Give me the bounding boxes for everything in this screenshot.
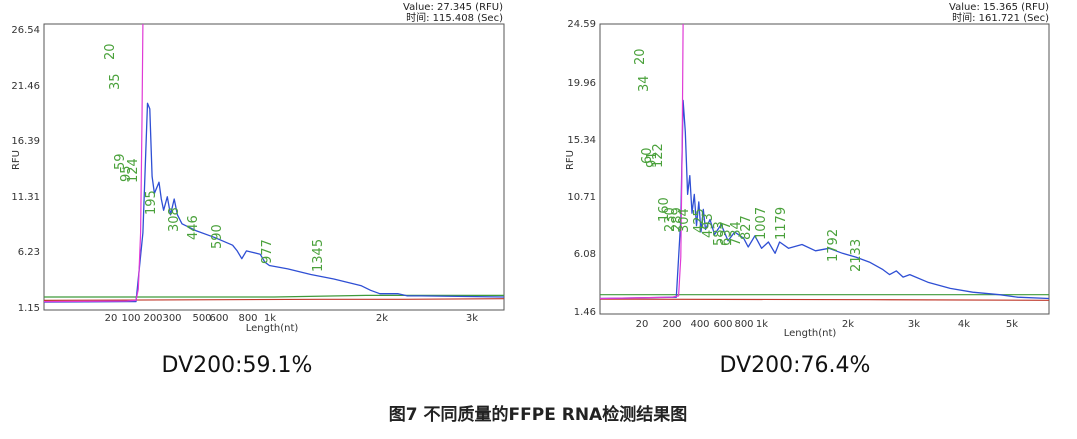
left-peak-label: 308: [167, 207, 182, 232]
right-peak-label: 1792: [826, 229, 841, 262]
left-peak-label: 1345: [311, 239, 326, 272]
left-peak-label: 20: [103, 43, 118, 60]
right-x-tick: 200: [662, 319, 681, 330]
right-x-axis-title: Length(nt): [784, 328, 837, 339]
left-peak-label: 195: [144, 190, 159, 215]
left-y-axis-title: RFU: [11, 150, 22, 170]
right-peak-label: 160: [657, 197, 672, 222]
right-x-tick: 20: [636, 319, 649, 330]
left-x-tick: 600: [209, 313, 228, 324]
left-x-tick: 3k: [466, 313, 478, 324]
right-x-tick: 400: [690, 319, 709, 330]
right-x-tick: 2k: [842, 319, 854, 330]
left-corner-time: 时间: 115.408 (Sec): [406, 11, 503, 24]
right-peak-label: 827: [739, 215, 754, 240]
left-y-tick: 16.39: [11, 136, 40, 147]
left-corner-value: Value: 27.345 (RFU): [403, 2, 503, 13]
right-x-tick: 3k: [908, 319, 920, 330]
left-peak-label: 95: [119, 165, 134, 182]
right-peak-label: 122: [651, 143, 666, 168]
right-plot-frame: [599, 23, 1050, 315]
left-peak-label: 124: [126, 158, 141, 183]
right-peak-label: 20: [633, 48, 648, 65]
right-peak-label: 34: [637, 75, 652, 92]
right-peak-label: 734: [729, 221, 744, 246]
right-peak-label: 230: [663, 207, 678, 232]
left-peak-label: 977: [260, 239, 275, 264]
right-x-tick: 4k: [958, 319, 970, 330]
right-dv200-label: DV200:76.4%: [720, 353, 871, 378]
figure-caption: 图7 不同质量的FFPE RNA检测结果图: [389, 404, 687, 425]
right-y-tick: 15.34: [567, 135, 596, 146]
left-baseline-red: [44, 298, 504, 301]
right-x-tick: 800: [734, 319, 753, 330]
right-corner-value: Value: 15.365 (RFU): [949, 2, 1049, 13]
right-series-group: [600, 24, 1049, 301]
right-marker-trace: [600, 24, 684, 300]
right-peak-label: 1179: [774, 207, 789, 240]
left-x-tick: 2k: [376, 313, 388, 324]
left-y-tick: 11.31: [11, 192, 40, 203]
right-peak-label: 637: [719, 221, 734, 246]
left-dv200-label: DV200:59.1%: [162, 353, 313, 378]
left-x-axis-title: Length(nt): [246, 323, 299, 334]
right-y-tick: 24.59: [567, 19, 596, 30]
left-x-tick: 300: [162, 313, 181, 324]
right-peak-label: 583: [712, 221, 727, 246]
right-baseline-red: [600, 298, 1049, 301]
right-peak-label: 1007: [754, 207, 769, 240]
right-y-axis-title: RFU: [565, 150, 576, 170]
left-x-tick: 800: [238, 313, 257, 324]
left-y-tick: 1.15: [18, 303, 40, 314]
left-chart: Value: 27.345 (RFU) 时间: 115.408 (Sec) RF…: [11, 2, 505, 378]
right-peak-label: 91: [645, 151, 660, 168]
left-marker-trace: [44, 24, 144, 303]
right-peak-label: 425: [692, 208, 707, 233]
right-y-tick: 1.46: [574, 307, 596, 318]
right-sample-trace: [600, 99, 1049, 300]
left-y-tick: 21.46: [11, 81, 40, 92]
right-y-tick: 6.08: [574, 249, 596, 260]
right-x-tick: 1k: [756, 319, 768, 330]
right-chart: Value: 15.365 (RFU) 时间: 161.721 (Sec) RF…: [565, 2, 1050, 378]
left-peak-label: 35: [108, 73, 123, 90]
left-sample-trace: [44, 102, 504, 303]
left-peak-label: 59: [113, 153, 128, 170]
left-x-tick: 1k: [264, 313, 276, 324]
right-peak-label: 493: [701, 213, 716, 238]
left-baseline-green: [44, 294, 504, 298]
left-plot-frame: [43, 23, 505, 311]
left-x-tick: 100: [121, 313, 140, 324]
left-x-tick: 20: [105, 313, 118, 324]
left-y-tick: 26.54: [11, 25, 40, 36]
right-x-tick: 600: [713, 319, 732, 330]
left-peak-label: 446: [186, 215, 201, 240]
left-x-tick: 500: [192, 313, 211, 324]
right-peak-label: 60: [640, 147, 655, 164]
right-y-tick: 10.71: [567, 192, 596, 203]
right-y-tick: 19.96: [567, 78, 596, 89]
left-series-group: [44, 24, 504, 303]
right-peak-label: 2133: [849, 239, 864, 272]
right-peak-label: 304: [677, 208, 692, 233]
left-x-tick: 200: [143, 313, 162, 324]
right-peak-label: 289: [670, 207, 685, 232]
left-y-tick: 6.23: [18, 247, 40, 258]
right-x-tick: 5k: [1006, 319, 1018, 330]
right-corner-time: 时间: 161.721 (Sec): [952, 11, 1049, 24]
left-peak-label: 590: [210, 224, 225, 249]
